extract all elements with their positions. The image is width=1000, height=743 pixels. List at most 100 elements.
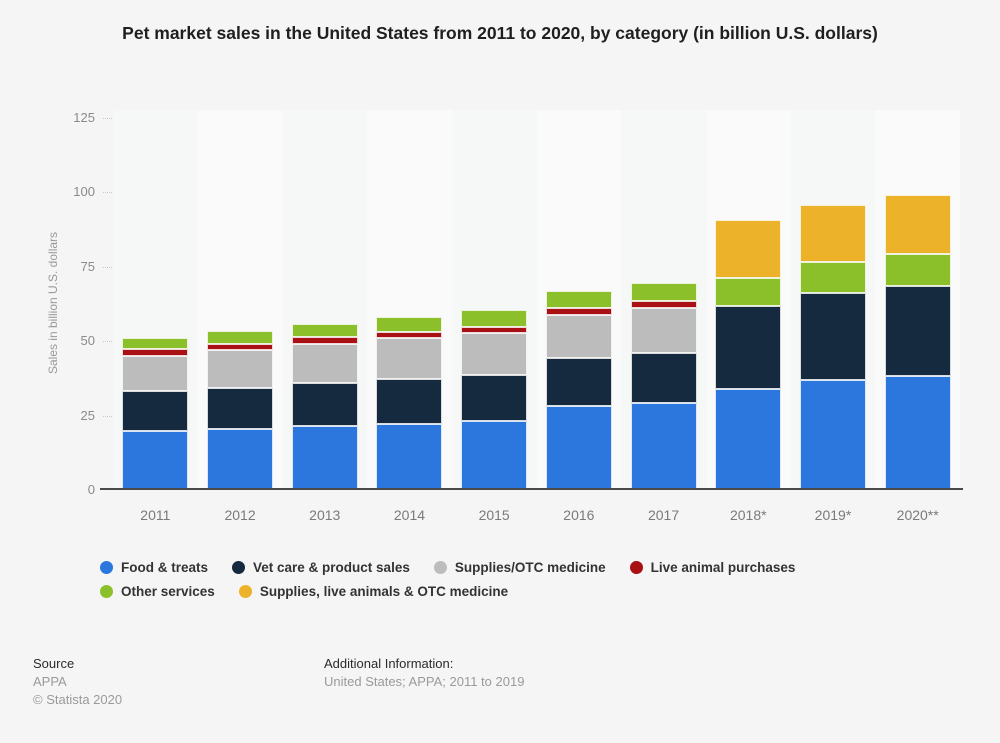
- bar-segment-food-treats-2013[interactable]: [291, 425, 358, 490]
- stacked-bar-2020**[interactable]: [884, 194, 951, 490]
- y-tick-label-125: 125: [73, 109, 95, 125]
- bar-segment-other-services-2019*[interactable]: [799, 262, 866, 293]
- bar-segment-other-services-2020**[interactable]: [884, 253, 951, 286]
- additional-info-value: United States; APPA; 2011 to 2019: [324, 674, 525, 689]
- stacked-bar-2015[interactable]: [461, 310, 528, 490]
- bar-segment-vet-care-product-sales-2016[interactable]: [545, 358, 612, 406]
- bar-segment-vet-care-product-sales-2014[interactable]: [376, 378, 443, 424]
- bar-segment-live-animal-purchases-2016[interactable]: [545, 308, 612, 315]
- bar-segment-supplies-otc-medicine-2017[interactable]: [630, 307, 697, 353]
- bar-segment-vet-care-product-sales-2020**[interactable]: [884, 285, 951, 376]
- legend-dot-icon: [232, 561, 246, 574]
- legend-dot-icon: [100, 585, 113, 598]
- bar-segment-other-services-2014[interactable]: [376, 317, 443, 332]
- bar-segment-food-treats-2018*[interactable]: [715, 389, 782, 490]
- bar-segment-supplies-otc-medicine-2015[interactable]: [461, 332, 528, 376]
- bar-segment-supplies-live-animals-otc-medicine-2020**[interactable]: [884, 194, 951, 254]
- column-2011: 2011: [113, 110, 198, 523]
- x-tick-label-2018*: 2018*: [729, 507, 767, 523]
- column-2014: 2014: [367, 110, 452, 523]
- bar-segment-other-services-2013[interactable]: [291, 323, 358, 338]
- bar-segment-vet-care-product-sales-2015[interactable]: [461, 375, 528, 422]
- stacked-bar-2016[interactable]: [545, 291, 612, 490]
- stacked-bar-2013[interactable]: [291, 323, 358, 490]
- bar-segment-other-services-2018*[interactable]: [715, 277, 782, 307]
- source-value: APPA: [33, 674, 67, 689]
- x-tick-label-2011: 2011: [140, 507, 171, 523]
- legend-label: Food & treats: [121, 560, 209, 575]
- column-2017: 2017: [621, 110, 706, 523]
- x-tick-label-2020**: 2020**: [896, 507, 939, 523]
- bar-segment-vet-care-product-sales-2012[interactable]: [207, 387, 274, 429]
- stacked-bar-2017[interactable]: [630, 282, 697, 490]
- legend-dot-icon: [238, 585, 252, 598]
- bar-segment-live-animal-purchases-2017[interactable]: [630, 301, 697, 308]
- legend-label: Supplies, live animals & OTC medicine: [259, 584, 509, 599]
- bar-segment-supplies-otc-medicine-2014[interactable]: [376, 337, 443, 379]
- legend-dot-icon: [433, 561, 447, 574]
- x-tick-label-2019*: 2019*: [814, 507, 852, 523]
- bar-segment-food-treats-2014[interactable]: [376, 423, 443, 490]
- legend-label: Live animal purchases: [650, 560, 796, 575]
- x-tick-label-2015: 2015: [478, 507, 510, 523]
- bar-segment-food-treats-2017[interactable]: [630, 403, 697, 490]
- bar-segment-other-services-2012[interactable]: [207, 331, 274, 344]
- bar-segment-food-treats-2020**[interactable]: [884, 375, 951, 490]
- column-2018*: 2018*: [705, 110, 791, 523]
- bar-segment-vet-care-product-sales-2019*[interactable]: [799, 292, 866, 381]
- bar-segment-live-animal-purchases-2015[interactable]: [461, 326, 528, 333]
- y-tick-label-75: 75: [80, 258, 95, 274]
- column-2015: 2015: [451, 110, 537, 523]
- bar-segment-live-animal-purchases-2012[interactable]: [207, 343, 274, 351]
- legend-item-other-services[interactable]: Other services: [100, 584, 215, 599]
- bar-segment-other-services-2011[interactable]: [122, 338, 189, 350]
- legend-label: Vet care & product sales: [253, 560, 410, 575]
- stacked-bar-2018*[interactable]: [715, 220, 782, 490]
- bar-segment-vet-care-product-sales-2018*[interactable]: [715, 306, 782, 390]
- bar-segment-food-treats-2016[interactable]: [545, 405, 612, 490]
- x-tick-label-2016: 2016: [563, 507, 595, 523]
- copyright: © Statista 2020: [33, 692, 123, 707]
- legend-label: Supplies/OTC medicine: [454, 560, 606, 575]
- bar-segment-food-treats-2011[interactable]: [122, 430, 189, 490]
- legend-item-supplies-otc-medicine[interactable]: Supplies/OTC medicine: [433, 560, 606, 575]
- bar-segment-live-animal-purchases-2014[interactable]: [376, 331, 443, 338]
- footer-source-block: Source APPA © Statista 2020: [33, 656, 122, 710]
- chart-title: Pet market sales in the United States fr…: [122, 23, 878, 43]
- stacked-bar-2014[interactable]: [376, 317, 443, 490]
- y-tick-label-50: 50: [80, 333, 95, 348]
- column-2019*: 2019*: [790, 110, 876, 523]
- bar-segment-supplies-live-animals-otc-medicine-2019*[interactable]: [799, 204, 866, 263]
- x-tick-label-2017: 2017: [647, 507, 680, 523]
- bar-segment-live-animal-purchases-2011[interactable]: [122, 349, 189, 356]
- bar-segment-supplies-otc-medicine-2016[interactable]: [545, 314, 612, 359]
- column-2016: 2016: [536, 110, 622, 523]
- bar-segment-live-animal-purchases-2013[interactable]: [291, 337, 358, 344]
- bar-segment-supplies-otc-medicine-2012[interactable]: [207, 350, 274, 388]
- stacked-bar-2012[interactable]: [207, 331, 274, 490]
- bar-segment-food-treats-2015[interactable]: [461, 421, 528, 490]
- bar-segment-supplies-otc-medicine-2011[interactable]: [122, 355, 189, 391]
- legend-item-food-treats[interactable]: Food & treats: [100, 560, 208, 575]
- bar-segment-food-treats-2012[interactable]: [207, 428, 274, 490]
- stacked-bar-2019*[interactable]: [799, 204, 866, 490]
- bar-segment-vet-care-product-sales-2013[interactable]: [291, 382, 358, 426]
- x-axis-line: [100, 488, 963, 490]
- bar-segment-vet-care-product-sales-2011[interactable]: [122, 390, 189, 431]
- bar-segment-vet-care-product-sales-2017[interactable]: [630, 352, 697, 404]
- legend-item-live-animal-purchases[interactable]: Live animal purchases: [629, 560, 796, 575]
- legend: Food & treats Vet care & product sales Sup…: [100, 560, 930, 599]
- legend-item-vet-care-product-sales[interactable]: Vet care & product sales: [232, 560, 410, 575]
- bar-segment-other-services-2017[interactable]: [630, 282, 697, 302]
- bar-segment-food-treats-2019*[interactable]: [799, 380, 866, 490]
- legend-item-supplies-live-animals-otc-medicine[interactable]: Supplies, live animals & OTC medicine: [238, 584, 509, 599]
- bar-segment-other-services-2015[interactable]: [461, 310, 528, 327]
- legend-label: Other services: [121, 584, 215, 599]
- y-axis-title: Sales in billion U.S. dollars: [46, 231, 60, 375]
- legend-dot-icon: [100, 561, 113, 574]
- bar-segment-supplies-otc-medicine-2013[interactable]: [291, 343, 358, 383]
- stacked-bar-2011[interactable]: [122, 338, 189, 490]
- bar-segment-other-services-2016[interactable]: [545, 291, 612, 309]
- bar-segment-supplies-live-animals-otc-medicine-2018*[interactable]: [715, 220, 782, 278]
